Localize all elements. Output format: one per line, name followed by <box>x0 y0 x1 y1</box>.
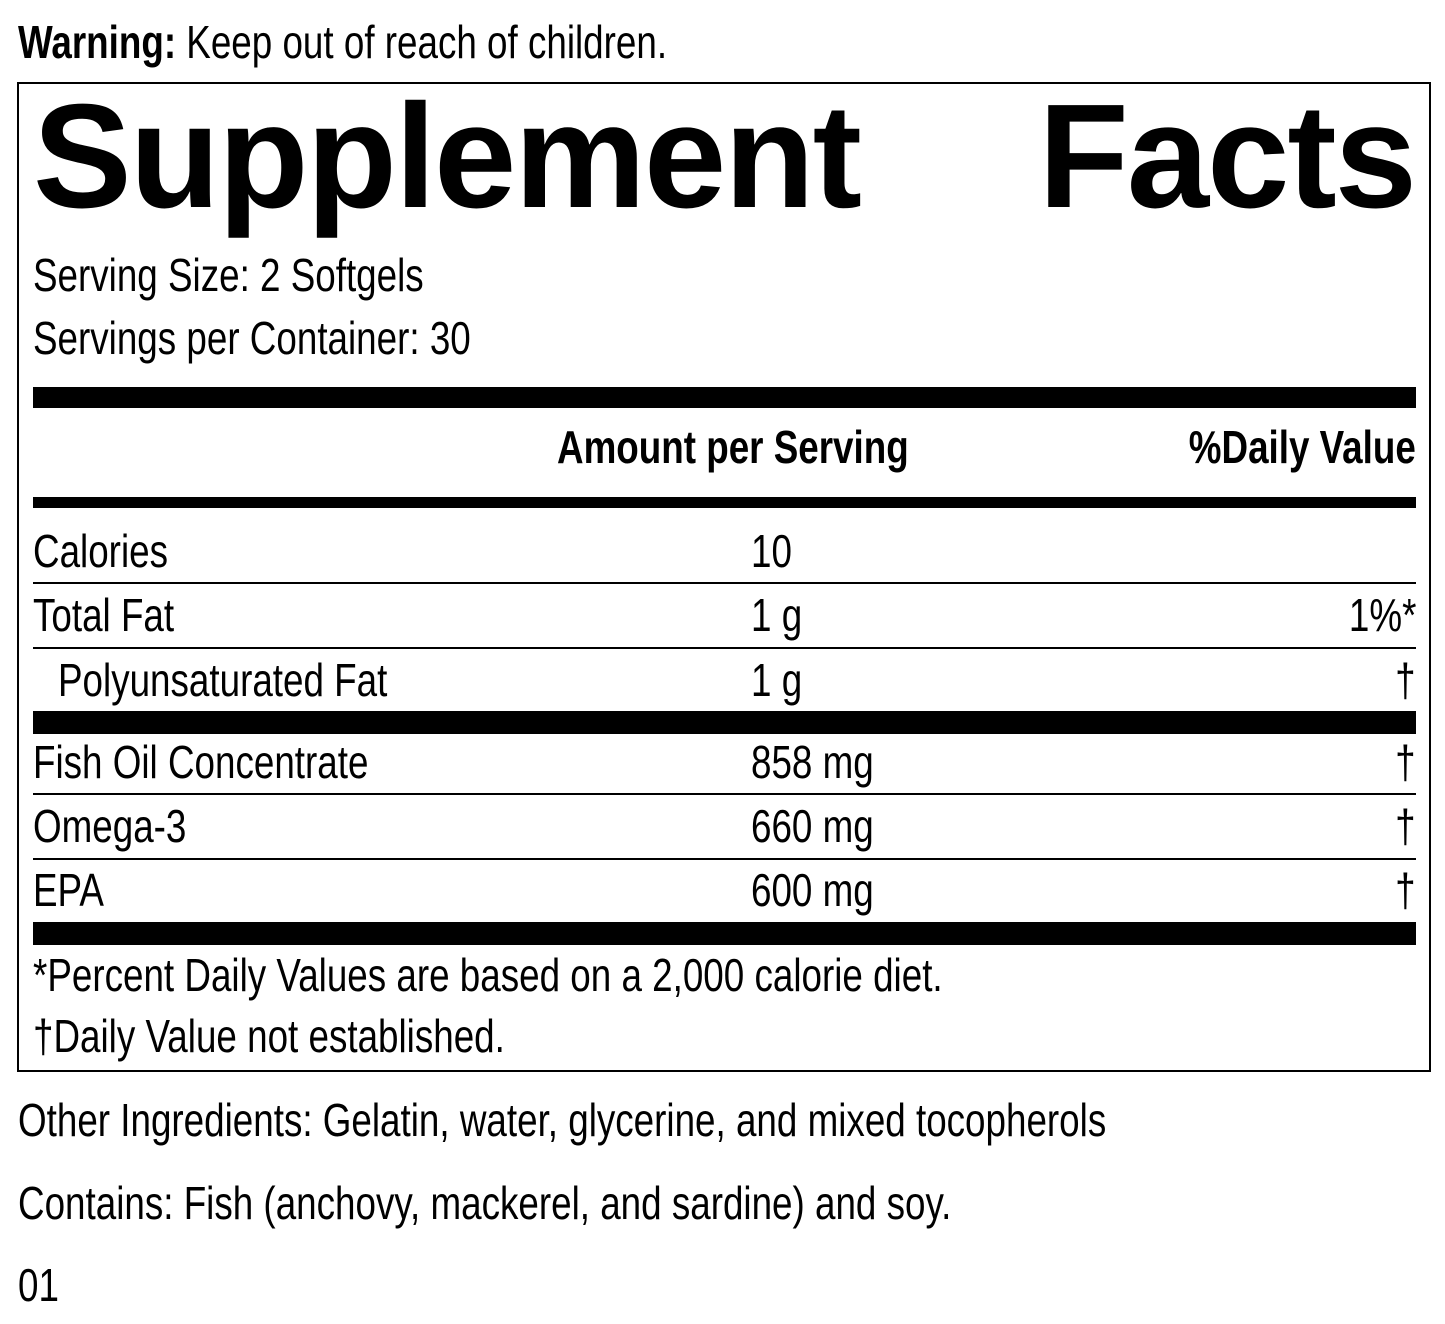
thick-rule <box>33 711 1416 734</box>
thick-rule <box>33 922 1416 945</box>
column-header: Amount per Serving <box>557 421 909 473</box>
medium-rule <box>33 497 1416 508</box>
thin-rule <box>33 582 1416 584</box>
nutrient-amount: 10 <box>751 525 792 577</box>
warning: Warning: Keep out of reach of children. <box>18 17 667 67</box>
daily-value: † <box>1395 736 1416 788</box>
daily-value: † <box>1395 864 1416 916</box>
thick-rule <box>33 387 1416 408</box>
nutrient-amount: 600 mg <box>751 864 874 916</box>
nutrient-name: Calories <box>33 525 168 577</box>
footnote: *Percent Daily Values are based on a 2,0… <box>33 949 943 1001</box>
thin-rule <box>33 647 1416 649</box>
nutrient-amount: 1 g <box>751 654 803 706</box>
serving-size: Serving Size: 2 Softgels <box>33 249 424 301</box>
nutrient-name: Polyunsaturated Fat <box>58 654 388 706</box>
daily-value: † <box>1395 800 1416 852</box>
contains: Contains: Fish (anchovy, mackerel, and s… <box>18 1177 952 1229</box>
daily-value: † <box>1395 654 1416 706</box>
facts-title: Supplement Facts <box>33 74 1417 239</box>
other-ingredients: Other Ingredients: Gelatin, water, glyce… <box>18 1094 1107 1146</box>
nutrient-name: Omega-3 <box>33 800 187 852</box>
code: 01 <box>18 1259 59 1311</box>
footnote: †Daily Value not established. <box>33 1010 505 1062</box>
facts-panel <box>17 82 1431 1072</box>
column-header: %Daily Value <box>1188 421 1416 473</box>
nutrient-amount: 660 mg <box>751 800 874 852</box>
servings-per-container: Servings per Container: 30 <box>33 312 471 364</box>
nutrient-name: Fish Oil Concentrate <box>33 736 369 788</box>
warning-label: Warning: <box>18 16 177 68</box>
nutrient-amount: 858 mg <box>751 736 874 788</box>
daily-value: 1%* <box>1348 589 1416 641</box>
nutrient-name: Total Fat <box>33 589 175 641</box>
nutrient-name: EPA <box>33 864 104 916</box>
nutrient-amount: 1 g <box>751 589 803 641</box>
thin-rule <box>33 858 1416 860</box>
thin-rule <box>33 793 1416 795</box>
warning-text: Keep out of reach of children. <box>186 16 668 68</box>
